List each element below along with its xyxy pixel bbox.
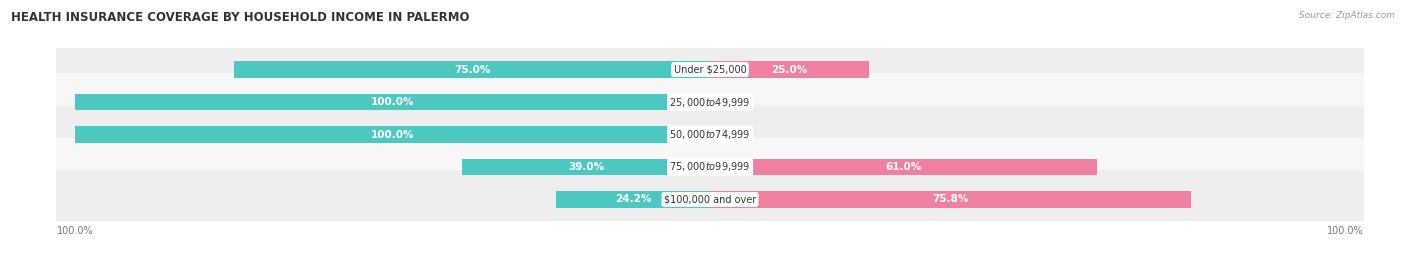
- Bar: [44, 122, 1376, 147]
- Text: 100.0%: 100.0%: [371, 97, 415, 107]
- Bar: [710, 61, 869, 78]
- Text: HEALTH INSURANCE COVERAGE BY HOUSEHOLD INCOME IN PALERMO: HEALTH INSURANCE COVERAGE BY HOUSEHOLD I…: [11, 11, 470, 24]
- Text: 25.0%: 25.0%: [772, 65, 807, 75]
- Text: 100.0%: 100.0%: [371, 129, 415, 140]
- Text: 39.0%: 39.0%: [568, 162, 605, 172]
- Text: Source: ZipAtlas.com: Source: ZipAtlas.com: [1299, 11, 1395, 20]
- FancyBboxPatch shape: [53, 73, 1367, 131]
- Bar: [710, 158, 1097, 175]
- Bar: [44, 154, 1376, 180]
- Text: 75.0%: 75.0%: [454, 65, 491, 75]
- Text: $100,000 and over: $100,000 and over: [664, 194, 756, 204]
- Bar: [557, 191, 710, 208]
- Bar: [76, 94, 710, 111]
- Bar: [44, 89, 1376, 115]
- Bar: [710, 191, 1191, 208]
- Bar: [44, 57, 1376, 82]
- Bar: [44, 187, 1376, 212]
- Text: 75.8%: 75.8%: [932, 194, 969, 204]
- Text: $75,000 to $99,999: $75,000 to $99,999: [669, 161, 751, 174]
- FancyBboxPatch shape: [53, 41, 1367, 98]
- FancyBboxPatch shape: [53, 138, 1367, 196]
- Text: 24.2%: 24.2%: [614, 194, 651, 204]
- FancyBboxPatch shape: [53, 171, 1367, 228]
- Text: $50,000 to $74,999: $50,000 to $74,999: [669, 128, 751, 141]
- FancyBboxPatch shape: [53, 106, 1367, 163]
- Text: $25,000 to $49,999: $25,000 to $49,999: [669, 95, 751, 108]
- Bar: [463, 158, 710, 175]
- Bar: [233, 61, 710, 78]
- Text: Under $25,000: Under $25,000: [673, 65, 747, 75]
- Bar: [76, 126, 710, 143]
- Text: 61.0%: 61.0%: [886, 162, 922, 172]
